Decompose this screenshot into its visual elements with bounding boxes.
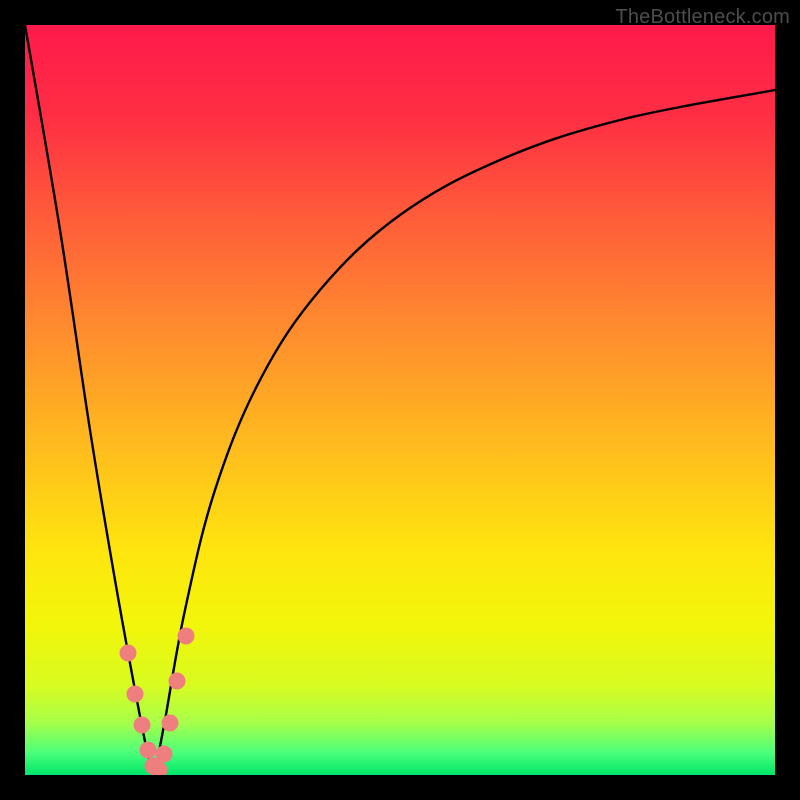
- frame-right: [775, 0, 800, 800]
- cusp-marker: [120, 645, 137, 662]
- chart-svg: [0, 0, 800, 800]
- cusp-marker: [140, 742, 157, 759]
- cusp-marker: [134, 717, 151, 734]
- cusp-marker: [178, 628, 195, 645]
- cusp-marker: [162, 715, 179, 732]
- bottleneck-chart: TheBottleneck.com: [0, 0, 800, 800]
- watermark-text: TheBottleneck.com: [615, 6, 790, 29]
- frame-left: [0, 0, 25, 800]
- cusp-marker: [156, 746, 173, 763]
- plot-background: [25, 25, 775, 775]
- cusp-marker: [127, 686, 144, 703]
- frame-bottom: [0, 775, 800, 800]
- cusp-marker: [169, 673, 186, 690]
